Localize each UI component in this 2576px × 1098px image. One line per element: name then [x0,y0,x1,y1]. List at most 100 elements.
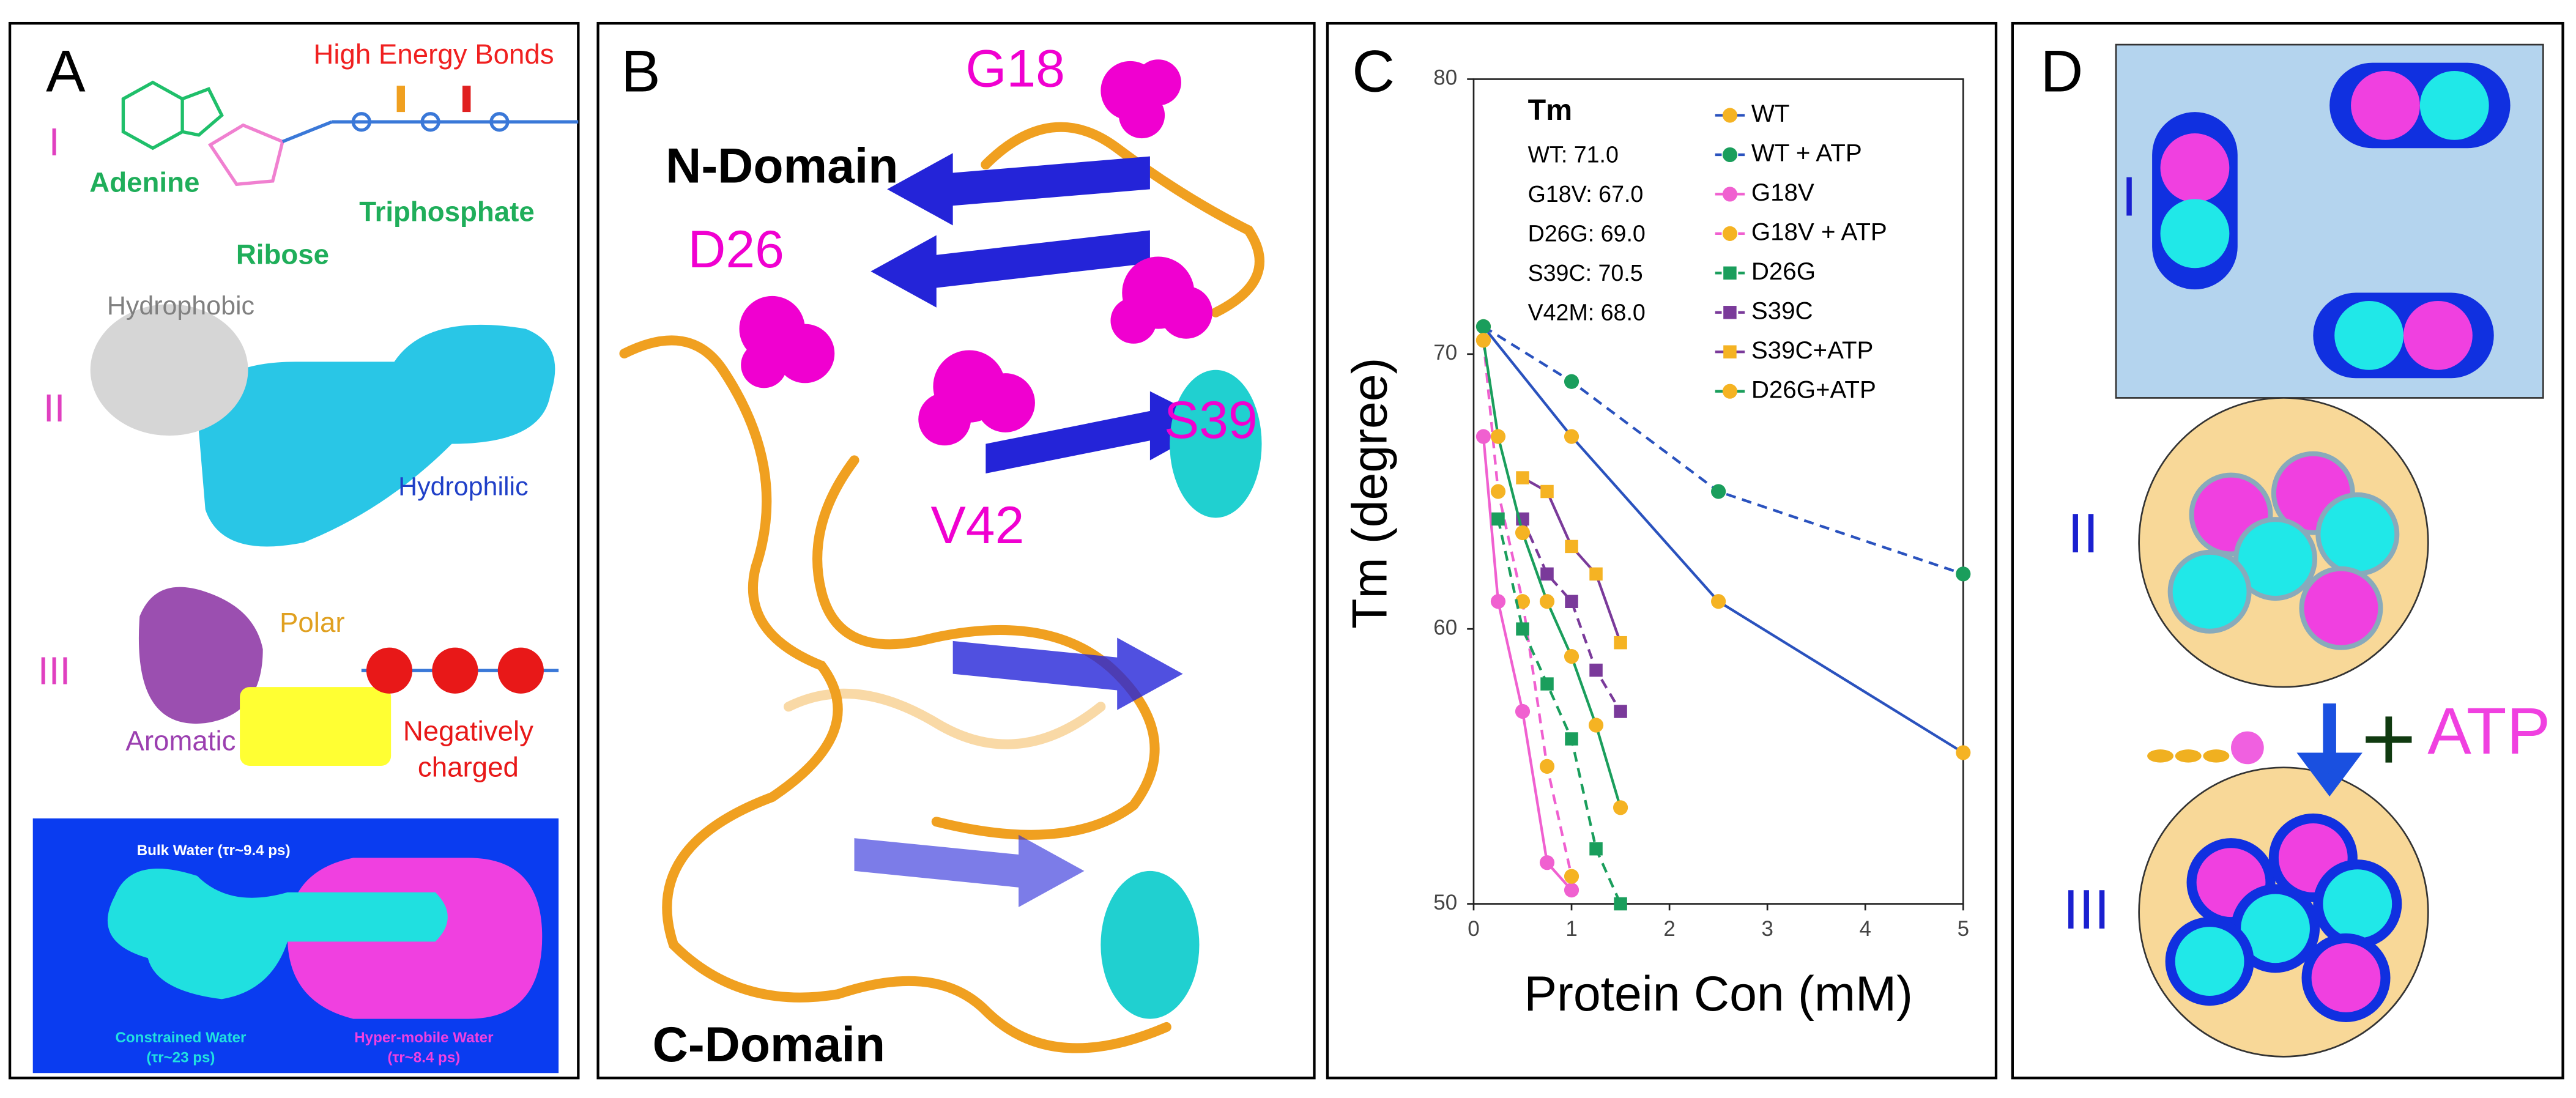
domain-label: N-Domain [666,138,898,193]
x-tick-label: 3 [1761,917,1773,941]
label: Hydrophobic [107,291,254,321]
droplet-proteins [2167,451,2400,650]
legend-label: D26G [1751,258,1816,285]
label: Hydrophilic [398,472,528,501]
series-line [1482,325,1964,754]
panel-d: D I II III ATP [2040,39,2550,1058]
marker [1565,595,1578,609]
annotation-line: V42M: 68.0 [1528,299,1646,325]
legend-label: WT + ATP [1751,139,1862,167]
x-axis-label: Protein Con (mM) [1524,966,1913,1022]
y-axis-label: Tm (degree) [1342,358,1397,629]
marker [1475,333,1491,348]
dimers [2152,62,2511,379]
marker [1565,540,1578,554]
marker [1491,512,1505,526]
series-line [1482,325,1964,576]
marker [1490,429,1506,444]
phosphate [366,647,413,694]
domain-label: C-Domain [653,1017,885,1072]
panel-letter: B [621,39,660,105]
plus [2366,716,2412,763]
legend-label: D26G+ATP [1751,376,1876,403]
panel-c-frame [1326,21,1998,1080]
marker [1588,718,1604,733]
legend-marker [1723,345,1737,358]
marker [1564,374,1579,389]
panel-letter: A [46,39,86,105]
marker [1490,594,1506,609]
marker [1539,855,1555,870]
marker [1540,567,1554,581]
marker [1475,319,1491,334]
series-line [1521,477,1622,644]
residue-spheres [739,59,1212,446]
marker [1614,636,1627,650]
marker [1711,484,1726,499]
y-tick-label: 80 [1433,66,1457,90]
label: charged [418,751,519,782]
marker [1516,622,1529,636]
legend-marker [1722,108,1738,123]
label: Bulk Water (τr~9.4 ps) [137,842,291,859]
legend-label: S39C [1751,297,1813,324]
atp-label: ATP [2427,694,2550,768]
legend-marker [1722,384,1738,399]
annotation-title: Tm [1528,94,1573,127]
series-line [1521,518,1622,713]
arrow [2296,703,2363,797]
phosphate [432,647,478,694]
annotation-line: D26G: 69.0 [1528,220,1646,246]
panel-b: B G18 N-Domain D26 S39 V42 C-Domain [619,39,1264,1072]
annotation-line: WT: 71.0 [1528,142,1619,168]
marker [1565,732,1578,746]
label: (τr~23 ps) [146,1049,215,1066]
marker [1589,567,1603,581]
x-tick-label: 0 [1468,917,1479,941]
panel-a: A I II III IV High Energy Bonds Adenine … [32,39,579,1074]
annotation-line: G18V: 67.0 [1528,181,1644,207]
marker [1540,484,1554,499]
legend-marker [1723,266,1737,280]
row-label: II [43,386,65,430]
label: High Energy Bonds [313,39,554,70]
x-tick-label: 1 [1565,917,1577,941]
marker [1564,883,1579,898]
row-label: II [2068,502,2099,565]
marker [1711,594,1726,609]
marker [1613,800,1628,815]
legend-marker [1722,226,1738,241]
marker [1475,429,1491,444]
legend-label: S39C+ATP [1751,336,1874,364]
panel-letter: D [2040,39,2083,105]
label: Aromatic [125,725,236,756]
x-tick-label: 4 [1860,917,1871,941]
atp-icon [2147,731,2264,765]
label: Hyper-mobile Water [354,1029,494,1046]
label: Constrained Water [115,1029,246,1046]
x-tick-label: 2 [1663,917,1675,941]
marker [1564,869,1579,884]
marker [1516,471,1529,484]
series-line [1496,518,1622,905]
row-label: I [49,120,60,164]
marker [1540,677,1554,691]
legend-marker [1722,147,1738,163]
label: Ribose [236,239,329,270]
marker [1589,842,1603,856]
marker [1589,663,1603,677]
row-label: III [2063,878,2110,941]
marker [1515,703,1531,719]
x-tick-label: 5 [1958,917,1969,941]
constrained-region [107,868,448,1000]
panel-a-frame [8,21,580,1080]
panel-b-frame [596,21,1316,1080]
label: (τr~8.4 ps) [387,1049,460,1066]
marker [1956,745,1971,760]
marker [1564,649,1579,664]
legend-label: WT [1751,100,1790,127]
helices [1101,369,1262,1019]
beta-sheets [854,153,1216,907]
hydrophobic-region [90,304,248,436]
